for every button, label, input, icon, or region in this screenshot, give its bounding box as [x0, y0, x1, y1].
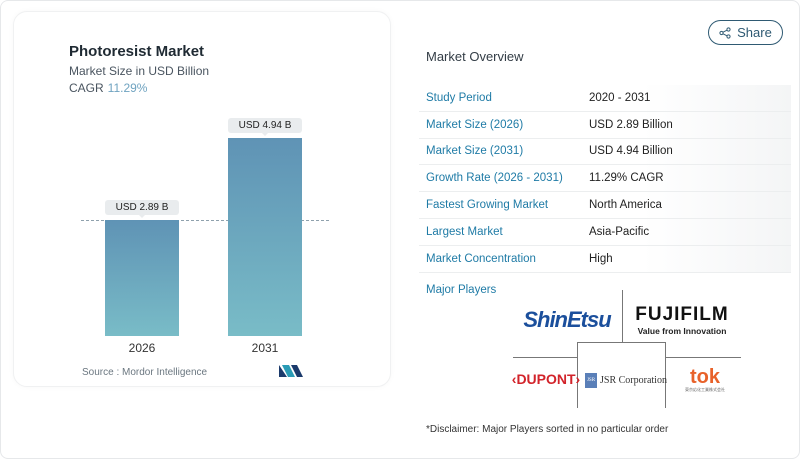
x-tick-2026: 2026 — [128, 341, 156, 355]
major-players-logos: ShinEtsu FUJIFILM Value from Innovation … — [511, 290, 741, 410]
chart-subtitle: Market Size in USD Billion — [69, 64, 210, 78]
chart-title: Photoresist Market — [69, 43, 205, 60]
share-label: Share — [737, 25, 772, 40]
bar-2026 — [105, 220, 179, 336]
bar-label-2026: USD 2.89 B — [105, 200, 179, 218]
row-value: USD 4.94 Billion — [589, 145, 673, 158]
table-row: Largest Market Asia-Pacific — [419, 218, 791, 246]
table-row: Market Concentration High — [419, 245, 791, 273]
table-row: Market Size (2026) USD 2.89 Billion — [419, 111, 791, 139]
row-key: Market Size (2026) — [426, 118, 524, 131]
row-key: Market Size (2031) — [426, 145, 524, 158]
shinetsu-logo: ShinEtsu — [523, 307, 611, 332]
fujifilm-logo: FUJIFILM Value from Innovation — [623, 298, 741, 342]
table-row: Growth Rate (2026 - 2031) 11.29% CAGR — [419, 165, 791, 193]
row-key: Largest Market — [426, 225, 503, 238]
row-key: Growth Rate (2026 - 2031) — [426, 172, 563, 185]
divider — [577, 342, 665, 343]
table-row: Study Period 2020 - 2031 — [419, 85, 791, 112]
cagr-line: CAGR 11.29% — [69, 81, 147, 95]
fujifilm-name: FUJIFILM — [635, 304, 729, 325]
disclaimer: *Disclaimer: Major Players sorted in no … — [426, 424, 669, 435]
fujifilm-tagline: Value from Innovation — [637, 326, 727, 336]
tok-subtitle: 東京応化工業株式会社 — [685, 387, 725, 392]
row-key: Study Period — [426, 91, 492, 104]
jsr-icon: JSR — [585, 372, 598, 388]
chart-card — [13, 11, 391, 387]
dupont-logo: ‹DUPONT› — [511, 371, 581, 387]
divider — [665, 342, 666, 408]
source-text: Source : Mordor Intelligence — [82, 367, 208, 378]
row-value: 11.29% CAGR — [589, 172, 664, 185]
divider — [513, 357, 577, 358]
mordor-logo-icon — [279, 365, 303, 377]
row-value: High — [589, 252, 613, 265]
row-key: Fastest Growing Market — [426, 199, 549, 212]
cagr-value: 11.29% — [107, 81, 148, 95]
share-button[interactable]: Share — [708, 20, 783, 45]
x-tick-2031: 2031 — [251, 341, 279, 355]
tok-logo: tok 東京応化工業株式会社 — [671, 362, 739, 398]
jsr-name: JSR Corporation — [600, 374, 667, 386]
table-row: Market Size (2031) USD 4.94 Billion — [419, 138, 791, 166]
row-value: North America — [589, 199, 662, 212]
row-value: 2020 - 2031 — [589, 91, 651, 104]
divider — [622, 290, 623, 342]
row-key: Market Concentration — [426, 252, 536, 265]
divider — [577, 342, 578, 408]
reference-line — [81, 220, 329, 221]
bar-2031 — [228, 138, 302, 336]
divider — [665, 357, 741, 358]
overview-title: Market Overview — [426, 49, 524, 64]
major-players-title: Major Players — [426, 284, 497, 296]
share-icon — [719, 26, 731, 39]
tok-name: tok — [690, 366, 720, 388]
cagr-label: CAGR — [69, 81, 104, 95]
jsr-logo: JSR JSR Corporation — [583, 362, 669, 398]
bar-label-2031: USD 4.94 B — [228, 118, 302, 136]
overview-table: Study Period 2020 - 2031 Market Size (202… — [419, 85, 791, 273]
row-value: USD 2.89 Billion — [589, 118, 673, 131]
table-row: Fastest Growing Market North America — [419, 192, 791, 219]
row-value: Asia-Pacific — [589, 225, 650, 238]
